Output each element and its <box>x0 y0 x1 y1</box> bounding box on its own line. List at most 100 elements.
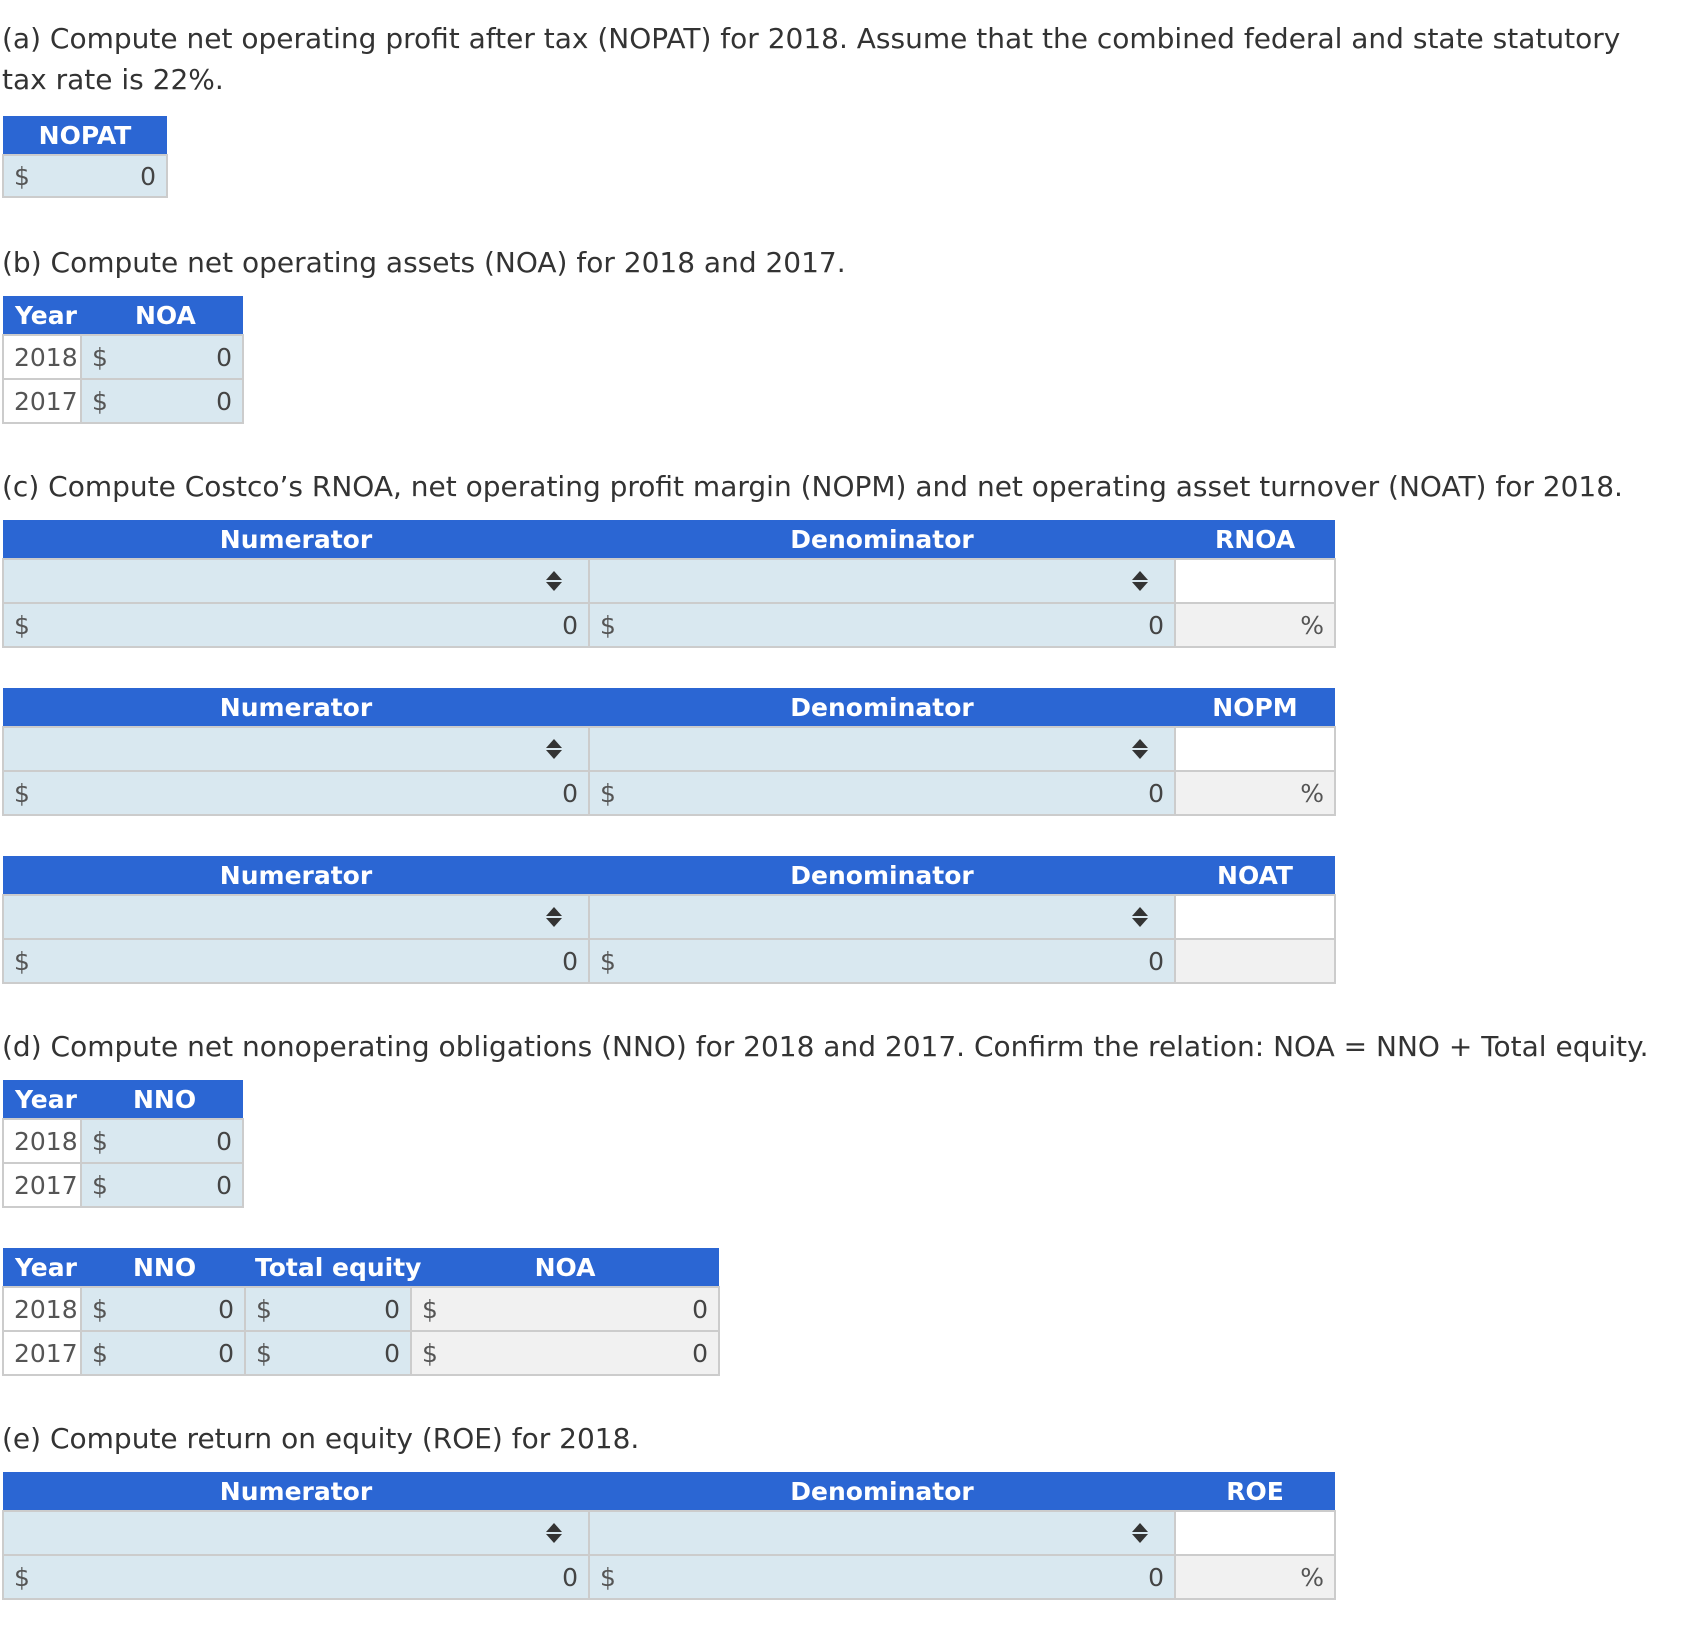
nopm-table: Numerator Denominator NOPM $0 $0 % <box>2 688 1336 816</box>
year-2017: 2017 <box>2 378 82 424</box>
year-2018: 2018 <box>2 1286 82 1332</box>
currency-symbol: $ <box>600 778 616 808</box>
rnoa-numerator-select[interactable] <box>2 558 590 604</box>
nopm-numerator-select[interactable] <box>2 726 590 772</box>
nopm-result: % <box>1174 770 1336 816</box>
roe-header: ROE <box>1175 1472 1335 1511</box>
select-arrows-icon <box>546 907 562 927</box>
question-b: (b) Compute net operating assets (NOA) f… <box>2 246 846 279</box>
rnoa-result: % <box>1174 602 1336 648</box>
currency-symbol: $ <box>14 610 30 640</box>
total-equity-2017-input[interactable]: $0 <box>244 1330 412 1376</box>
question-a: (a) Compute net operating profit after t… <box>2 22 1621 96</box>
select-arrows-icon <box>546 1523 562 1543</box>
noa-2017-input[interactable]: $0 <box>80 378 244 424</box>
denominator-header: Denominator <box>589 688 1175 727</box>
nno-2017-input[interactable]: $0 <box>80 1162 244 1208</box>
rnoa-denominator-input[interactable]: $0 <box>588 602 1176 648</box>
noat-blank-cell <box>1174 894 1336 940</box>
nno-header: NNO <box>81 1248 245 1287</box>
numerator-header: Numerator <box>3 688 589 727</box>
numerator-header: Numerator <box>3 520 589 559</box>
total-equity-2018-value: 0 <box>384 1294 400 1324</box>
rnoa-denominator-value: 0 <box>1148 610 1164 640</box>
noa-header: NOA <box>411 1248 719 1287</box>
total-equity-2017-value: 0 <box>384 1338 400 1368</box>
select-arrows-icon <box>1132 1523 1148 1543</box>
denominator-header: Denominator <box>589 1472 1175 1511</box>
currency-symbol: $ <box>14 946 30 976</box>
nno-2018-value: 0 <box>216 1126 232 1156</box>
nno-2017-value: 0 <box>216 1170 232 1200</box>
rnoa-header: RNOA <box>1175 520 1335 559</box>
select-arrows-icon <box>1132 571 1148 591</box>
question-c: (c) Compute Costco’s RNOA, net operating… <box>2 470 1623 503</box>
currency-symbol: $ <box>422 1338 438 1368</box>
noa-table: Year NOA 2018 $0 2017 $0 <box>2 296 244 424</box>
nno-2017-display: $0 <box>80 1330 246 1376</box>
percent-unit: % <box>1300 778 1324 808</box>
noat-denominator-value: 0 <box>1148 946 1164 976</box>
noa-2018-input[interactable]: $0 <box>80 334 244 380</box>
select-arrows-icon <box>1132 907 1148 927</box>
rnoa-blank-cell <box>1174 558 1336 604</box>
noa-2017-display: $0 <box>410 1330 720 1376</box>
year-header: Year <box>3 1248 81 1287</box>
currency-symbol: $ <box>92 1170 108 1200</box>
question-d: (d) Compute net nonoperating obligations… <box>2 1030 1649 1063</box>
currency-symbol: $ <box>92 342 108 372</box>
currency-symbol: $ <box>92 386 108 416</box>
nno-2018-value: 0 <box>218 1294 234 1324</box>
nno-header: NNO <box>81 1080 243 1119</box>
select-arrows-icon <box>546 571 562 591</box>
roe-denominator-input[interactable]: $0 <box>588 1554 1176 1600</box>
year-2017: 2017 <box>2 1162 82 1208</box>
year-header: Year <box>3 296 81 335</box>
noat-denominator-select[interactable] <box>588 894 1176 940</box>
nopm-numerator-input[interactable]: $0 <box>2 770 590 816</box>
nno-2018-input[interactable]: $0 <box>80 1118 244 1164</box>
noat-denominator-input[interactable]: $0 <box>588 938 1176 984</box>
noat-numerator-input[interactable]: $0 <box>2 938 590 984</box>
currency-symbol: $ <box>14 1562 30 1592</box>
nopm-denominator-value: 0 <box>1148 778 1164 808</box>
noa-2017-value: 0 <box>692 1338 708 1368</box>
currency-symbol: $ <box>600 946 616 976</box>
nopm-header: NOPM <box>1175 688 1335 727</box>
nopm-denominator-input[interactable]: $0 <box>588 770 1176 816</box>
roe-numerator-select[interactable] <box>2 1510 590 1556</box>
total-equity-2018-input[interactable]: $0 <box>244 1286 412 1332</box>
roe-blank-cell <box>1174 1510 1336 1556</box>
noat-result <box>1174 938 1336 984</box>
nopat-input[interactable]: $0 <box>2 154 168 198</box>
denominator-header: Denominator <box>589 520 1175 559</box>
nopm-denominator-select[interactable] <box>588 726 1176 772</box>
currency-symbol: $ <box>600 1562 616 1592</box>
noa-2018-display: $0 <box>410 1286 720 1332</box>
roe-result: % <box>1174 1554 1336 1600</box>
percent-unit: % <box>1300 1562 1324 1592</box>
rnoa-denominator-select[interactable] <box>588 558 1176 604</box>
roe-numerator-value: 0 <box>562 1562 578 1592</box>
year-header: Year <box>3 1080 81 1119</box>
roe-denominator-value: 0 <box>1148 1562 1164 1592</box>
roe-table: Numerator Denominator ROE $0 $0 % <box>2 1472 1336 1600</box>
total-equity-header: Total equity <box>245 1248 421 1287</box>
roe-numerator-input[interactable]: $0 <box>2 1554 590 1600</box>
year-2017: 2017 <box>2 1330 82 1376</box>
select-arrows-icon <box>1132 739 1148 759</box>
rnoa-numerator-input[interactable]: $0 <box>2 602 590 648</box>
select-arrows-icon <box>546 739 562 759</box>
currency-symbol: $ <box>14 778 30 808</box>
noa-relation-table: Year NNO Total equity NOA 2018 $0 $0 $0 … <box>2 1248 720 1376</box>
noa-2017-value: 0 <box>216 386 232 416</box>
numerator-header: Numerator <box>3 1472 589 1511</box>
nopat-value: 0 <box>140 161 156 191</box>
currency-symbol: $ <box>92 1294 108 1324</box>
noat-numerator-select[interactable] <box>2 894 590 940</box>
noa-header: NOA <box>81 296 243 335</box>
roe-denominator-select[interactable] <box>588 1510 1176 1556</box>
nopat-header: NOPAT <box>3 116 167 155</box>
numerator-header: Numerator <box>3 856 589 895</box>
question-e: (e) Compute return on equity (ROE) for 2… <box>2 1422 640 1455</box>
